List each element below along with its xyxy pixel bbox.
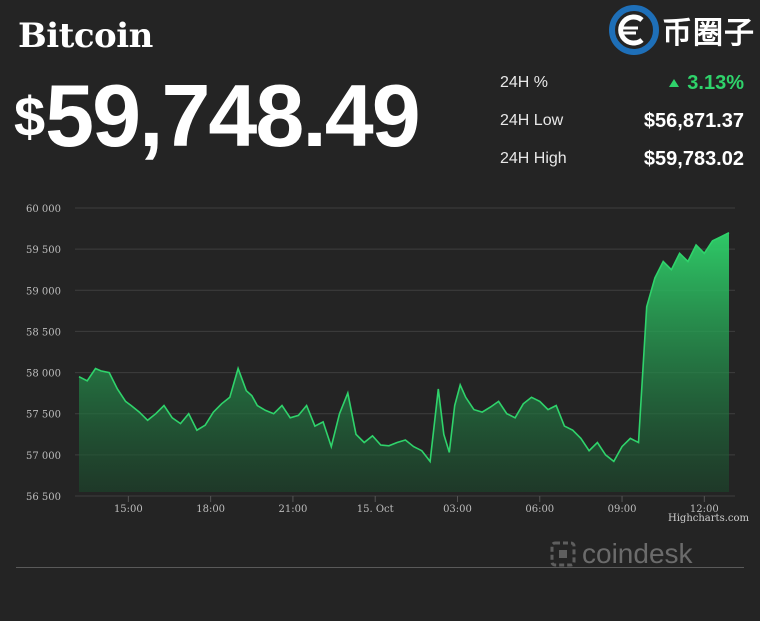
x-tick-label: 15:00 (114, 504, 143, 515)
stat-row-change: 24H % 3.13% (500, 64, 744, 102)
x-tick-label: 15. Oct (357, 504, 394, 515)
divider (16, 567, 744, 568)
asset-title: Bitcoin (18, 16, 153, 56)
x-tick-label: 21:00 (279, 504, 308, 515)
stat-label: 24H Low (500, 112, 564, 129)
price-chart: 56 500 57 000 57 500 58 000 58 500 59 000 59 5… (26, 204, 735, 515)
y-tick-label: 60 000 (26, 204, 61, 215)
x-tick-label: 03:00 (443, 504, 472, 515)
stat-value: $59,783.02 (643, 147, 744, 170)
x-tick-label: 12:00 (690, 504, 719, 515)
coin-circle-logo-icon (609, 5, 659, 55)
stat-label: 24H % (500, 74, 549, 91)
stat-row-high: 24H High $59,783.02 (500, 140, 744, 178)
highcharts-credit[interactable]: Highcharts.com (668, 513, 749, 524)
y-tick-label: 58 500 (26, 327, 61, 338)
stats-panel: 24H % 3.13% 24H Low $56,871.37 24H High … (500, 64, 744, 178)
stat-value: $56,871.37 (643, 109, 744, 132)
y-tick-label: 59 000 (26, 286, 61, 297)
price-area (79, 232, 729, 492)
currency-symbol: $ (14, 85, 45, 148)
coindesk-name: coindesk (582, 538, 693, 569)
y-tick-label: 59 500 (26, 245, 61, 256)
coindesk-brand: coindesk (550, 538, 693, 570)
x-axis-labels: 15:00 18:00 21:00 15. Oct 03:00 06:00 09:00 12:… (114, 496, 719, 515)
stat-label: 24H High (500, 150, 567, 167)
stat-row-low: 24H Low $56,871.37 (500, 102, 744, 140)
coindesk-logo-icon (550, 541, 576, 567)
watermark-text: 币圈子 (662, 17, 755, 50)
price-line (78, 231, 730, 464)
x-tick-label: 06:00 (525, 504, 554, 515)
y-tick-label: 57 000 (26, 451, 61, 462)
x-tick-label: 18:00 (196, 504, 225, 515)
stat-value: 3.13% (669, 72, 744, 95)
x-tick-label: 09:00 (608, 504, 637, 515)
price-value: 59,748.49 (45, 66, 420, 165)
stat-value-text: 3.13% (687, 71, 744, 94)
up-arrow-icon (669, 78, 680, 87)
watermark: 币圈子 (608, 2, 758, 58)
y-tick-label: 56 500 (26, 492, 61, 503)
y-tick-label: 58 000 (26, 369, 61, 380)
y-axis-labels: 56 500 57 000 57 500 58 000 58 500 59 000 59 5… (26, 204, 61, 503)
y-tick-label: 57 500 (26, 410, 61, 421)
current-price: $59,748.49 (14, 72, 421, 160)
